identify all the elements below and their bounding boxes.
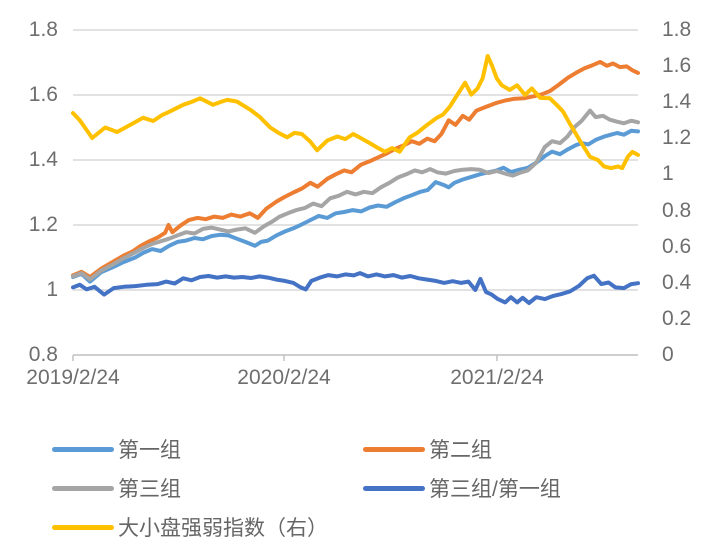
right-axis-tick-label: 0.2	[662, 306, 692, 330]
legend-marker-size-strength-index	[52, 524, 114, 530]
left-axis-tick-label: 1.4	[28, 148, 58, 171]
right-axis-tick-label: 0.6	[662, 234, 692, 258]
x-axis-tick-label: 2020/2/24	[237, 366, 331, 389]
legend-item-size-strength-index[interactable]: 大小盘强弱指数（右）	[52, 514, 328, 540]
left-axis-tick-label: 0.8	[28, 343, 58, 366]
x-axis-tick-label: 2021/2/24	[450, 366, 544, 389]
series-line-size-strength-index[interactable]	[71, 54, 640, 171]
legend-marker-group2	[363, 446, 425, 452]
series-line-group1[interactable]	[71, 128, 640, 284]
legend-item-group3[interactable]: 第三组	[52, 475, 181, 501]
right-axis-tick-label: 0.8	[662, 198, 692, 222]
left-axis-tick-label: 1.8	[28, 18, 58, 41]
legend-marker-group3-over-group1	[363, 485, 425, 491]
right-axis-tick-label: 1.8	[662, 18, 692, 41]
legend-marker-group3	[52, 485, 114, 491]
right-axis-tick-label: 1.2	[662, 126, 692, 150]
x-axis-tick-label: 2019/2/24	[26, 366, 120, 389]
legend-label-size-strength-index: 大小盘强弱指数（右）	[118, 517, 328, 540]
right-axis-tick-label: 1	[662, 162, 674, 186]
right-axis-tick-label: 0	[662, 343, 674, 366]
left-axis-tick-label: 1.2	[28, 213, 58, 236]
series-line-group3-over-group1[interactable]	[71, 271, 640, 305]
legend-item-group1[interactable]: 第一组	[52, 436, 181, 462]
right-axis-tick-label: 1.4	[662, 90, 692, 114]
right-axis-tick-label: 1.6	[662, 54, 692, 78]
left-axis-tick-label: 1	[46, 278, 58, 301]
right-axis-tick-label: 0.4	[662, 270, 692, 294]
legend-item-group2[interactable]: 第二组	[363, 436, 492, 462]
legend-label-group1: 第一组	[118, 439, 181, 462]
legend-item-group3-over-group1[interactable]: 第三组/第一组	[363, 475, 561, 501]
legend-label-group3-over-group1: 第三组/第一组	[429, 478, 561, 501]
series-line-group3[interactable]	[71, 108, 640, 282]
series-line-group2[interactable]	[71, 59, 640, 279]
legend-label-group3: 第三组	[118, 478, 181, 501]
legend-label-group2: 第二组	[429, 439, 492, 462]
left-axis-tick-label: 1.6	[28, 83, 58, 106]
legend-marker-group1	[52, 446, 114, 452]
